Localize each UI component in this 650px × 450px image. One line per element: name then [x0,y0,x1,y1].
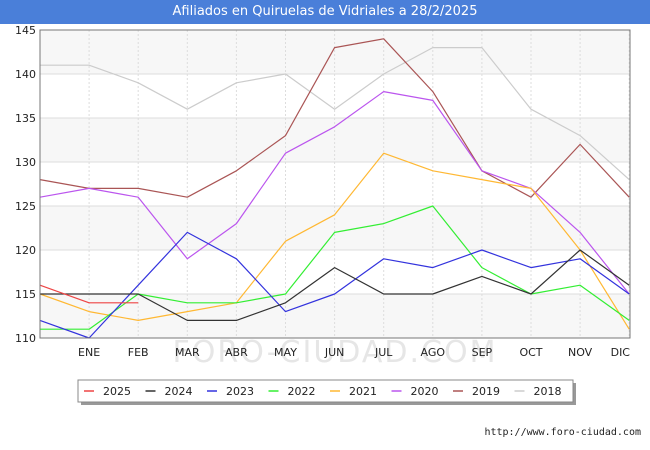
legend-label-2023: 2023 [226,385,254,398]
legend-label-2018: 2018 [534,385,562,398]
legend: 2025 2024 2023 2022 2021 2020 2019 2018 [77,379,576,405]
y-tick-label: 140 [15,68,36,81]
x-tick-label: NOV [568,346,593,359]
y-tick-label: 110 [15,332,36,345]
series-line-2021 [39,152,630,330]
series-line-2023 [39,231,630,339]
x-tick-label: SEP [472,346,493,359]
plot-frame [39,29,631,339]
series-line-2019 [39,38,630,198]
y-tick-label: 125 [15,200,36,213]
y-tick-label: 120 [15,244,36,257]
x-tick-label: ENE [78,346,100,359]
legend-label-2021: 2021 [349,385,377,398]
chart-title: Afiliados en Quiruelas de Vidriales a 28… [0,0,650,24]
y-tick-label: 135 [15,112,36,125]
y-tick-label: 130 [15,156,36,169]
series-line-2025 [39,284,139,304]
legend-label-2019: 2019 [472,385,500,398]
x-tick-label: JUN [324,346,345,359]
watermark: FORO-CIUDAD.COM [173,335,498,370]
legend-label-2025: 2025 [103,385,131,398]
legend-label-2022: 2022 [288,385,316,398]
source-url: http://www.foro-ciudad.com [484,427,641,438]
x-tick-label: JUL [374,346,393,359]
series-line-2024 [40,249,630,321]
series-line-2018 [40,46,630,181]
y-tick-label: 145 [15,24,36,37]
legend-box [77,379,574,403]
x-tick-label: AGO [421,346,446,359]
legend-label-2020: 2020 [411,385,439,398]
x-tick-label: OCT [519,346,542,359]
x-tick-label: MAR [175,346,200,359]
x-tick-label: MAY [274,346,297,359]
x-tick-label: DIC [611,346,631,359]
legend-label-2024: 2024 [165,385,193,398]
x-tick-label: FEB [128,346,149,359]
x-tick-label: ABR [225,346,248,359]
y-tick-label: 115 [15,288,36,301]
